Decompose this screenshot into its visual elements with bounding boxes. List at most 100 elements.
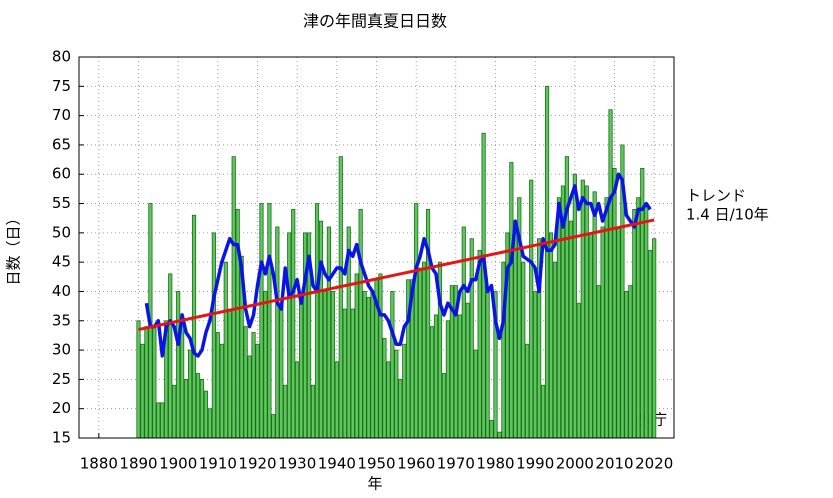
trend-label: トレンド	[686, 187, 746, 205]
bar	[259, 203, 264, 439]
bar	[461, 226, 466, 439]
bar	[263, 291, 268, 439]
bar	[390, 291, 395, 439]
bar	[648, 250, 653, 439]
bar	[219, 343, 224, 439]
y-tick-label: 55	[52, 194, 71, 212]
bar	[227, 308, 232, 439]
bar	[632, 208, 637, 439]
bar	[176, 291, 181, 439]
bar	[533, 291, 538, 439]
bar	[136, 320, 141, 439]
y-tick-label: 45	[52, 253, 71, 271]
bar	[529, 179, 534, 439]
x-tick-label: 1930	[278, 455, 316, 473]
bar	[541, 384, 546, 439]
x-tick-label: 1920	[238, 455, 276, 473]
bar	[215, 332, 220, 439]
bar	[564, 156, 569, 439]
bar	[255, 343, 260, 439]
x-axis-label: 年	[367, 475, 382, 493]
bar	[378, 273, 383, 439]
bar	[628, 285, 633, 439]
trend-line	[138, 218, 655, 332]
bar	[160, 402, 165, 439]
bar	[624, 291, 629, 439]
bar	[211, 232, 216, 439]
y-tick-label: 65	[52, 135, 71, 153]
bar	[600, 226, 605, 439]
bar	[140, 343, 145, 439]
y-tick-label: 15	[52, 429, 71, 447]
bar	[592, 191, 597, 439]
bar	[271, 414, 276, 439]
y-tick-label: 60	[52, 165, 71, 183]
bar	[318, 220, 324, 439]
bar	[275, 226, 280, 439]
bar	[636, 197, 641, 439]
bar	[223, 261, 228, 439]
bar	[445, 320, 450, 439]
bar	[322, 291, 328, 439]
bar	[552, 261, 558, 439]
bar	[612, 167, 617, 439]
bar	[195, 373, 201, 439]
bar	[473, 349, 478, 439]
bar	[338, 156, 343, 439]
bar	[509, 162, 514, 439]
bar	[295, 361, 300, 439]
bar	[652, 238, 657, 439]
bar	[231, 156, 236, 439]
bar	[366, 296, 371, 439]
y-tick-label: 25	[52, 370, 71, 388]
bar	[267, 203, 272, 439]
bar	[402, 343, 407, 439]
moving-average-line	[144, 172, 652, 358]
bar	[588, 232, 593, 439]
bar	[465, 302, 470, 439]
bar	[414, 203, 419, 439]
bar	[568, 220, 573, 439]
bar	[429, 326, 435, 439]
bar	[604, 197, 609, 439]
bar	[521, 261, 526, 439]
bar	[469, 238, 474, 439]
bar	[489, 420, 494, 439]
y-tick-label: 30	[52, 341, 71, 359]
bar	[525, 343, 530, 439]
bar	[382, 337, 387, 439]
bar	[580, 179, 585, 439]
y-axis-label: 日数（日）	[5, 210, 23, 285]
bar	[441, 373, 447, 439]
x-tick-label: 1980	[476, 455, 514, 473]
y-tick-label: 20	[52, 399, 71, 417]
bar	[497, 431, 502, 439]
y-tick-label: 80	[52, 48, 71, 66]
bar	[422, 261, 427, 439]
trend-rate: 1.4 日/10年	[686, 206, 769, 224]
y-tick-label: 50	[52, 223, 71, 241]
x-tick-label: 1910	[199, 455, 237, 473]
x-tick-label: 1880	[80, 455, 118, 473]
bar	[243, 326, 248, 439]
bar	[279, 302, 284, 439]
bar	[596, 285, 601, 439]
x-tick-label: 1900	[159, 455, 197, 473]
bar	[172, 384, 177, 439]
plot-frame	[78, 56, 675, 439]
bar	[191, 214, 197, 439]
bar	[291, 208, 296, 439]
bar	[457, 314, 462, 439]
bar	[576, 302, 581, 439]
x-tick-label: 1940	[318, 455, 356, 473]
bar	[144, 326, 149, 439]
bar	[433, 314, 439, 439]
bar	[608, 109, 613, 439]
bar	[477, 250, 482, 439]
bar	[207, 408, 212, 439]
bar	[152, 326, 157, 439]
bar	[187, 349, 193, 439]
bar	[481, 132, 486, 439]
bar	[386, 361, 391, 439]
bar	[310, 384, 316, 439]
